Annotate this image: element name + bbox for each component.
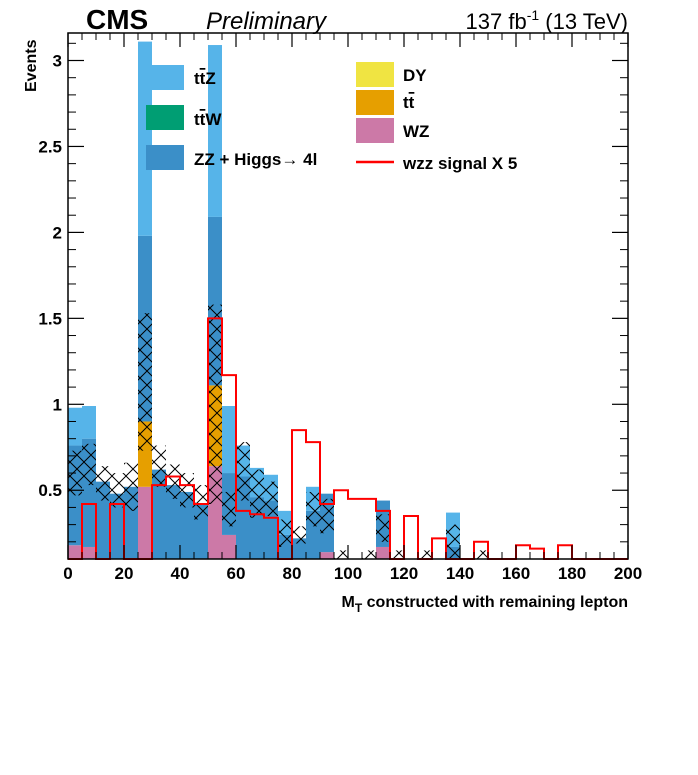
lumi-base: 137 fb bbox=[466, 9, 527, 34]
bar-wz-bin-18 bbox=[320, 552, 334, 559]
bar-ttz-bin-0 bbox=[68, 407, 82, 446]
legend-label-signal: wzz signal X 5 bbox=[402, 154, 517, 173]
legend-swatch-ttz bbox=[146, 65, 184, 90]
uncertainty-band-bin-10 bbox=[208, 304, 222, 504]
legend-label-ttz-t1: t bbox=[194, 69, 200, 88]
legend-swatch-tt bbox=[356, 90, 394, 115]
uncertainty-band-bin-8 bbox=[180, 473, 194, 508]
uncertainty-band-bin-19 bbox=[334, 550, 348, 559]
legend-label-ttw-t2: t bbox=[200, 110, 206, 129]
legend-label-ttz-t2: t bbox=[200, 69, 206, 88]
y-tick-label-2: 2 bbox=[53, 223, 62, 242]
uncertainty-band-bin-1 bbox=[82, 443, 96, 486]
bar-wz-bin-11 bbox=[222, 534, 236, 559]
uncertainty-band-bin-25 bbox=[418, 550, 432, 559]
y-tick-label-1.5: 1.5 bbox=[38, 309, 62, 328]
bar-ttz-bin-1 bbox=[82, 406, 96, 439]
legend-swatch-wz bbox=[356, 118, 394, 143]
bar-ttz-bin-10 bbox=[208, 45, 222, 217]
status-label: Preliminary bbox=[206, 8, 328, 35]
x-tick-label-60: 60 bbox=[227, 564, 246, 583]
lumi-label: 137 fb-1 (13 TeV) bbox=[466, 7, 628, 34]
lumi-tail: (13 TeV) bbox=[539, 9, 628, 34]
bar-ttz-bin-5 bbox=[138, 41, 152, 236]
uncertainty-band-bin-27 bbox=[446, 524, 460, 559]
legend-label-tt-t2: t bbox=[409, 93, 415, 112]
bar-zz-higgs-bin-16 bbox=[292, 538, 306, 559]
uncertainty-band-bin-4 bbox=[124, 462, 138, 511]
bar-wz-bin-0 bbox=[68, 545, 82, 559]
uncertainty-band-bin-9 bbox=[194, 485, 208, 520]
uncertainty-band-bin-15 bbox=[278, 519, 292, 547]
x-axis-title: MT constructed with remaining lepton bbox=[342, 594, 628, 615]
legend-label-ttw-rest: W bbox=[205, 110, 222, 129]
uncertainty-band-bin-14 bbox=[264, 481, 278, 517]
x-tick-label-140: 140 bbox=[446, 564, 474, 583]
legend-label-ttw-t1: t bbox=[194, 110, 200, 129]
y-tick-label-1: 1 bbox=[53, 395, 62, 414]
y-tick-label-2.5: 2.5 bbox=[38, 137, 62, 156]
legend-label-tt-t1: t bbox=[403, 93, 409, 112]
tick-layer bbox=[67, 33, 629, 560]
legend-label-dy: DY bbox=[403, 66, 427, 85]
x-axis-title-rest: constructed with remaining lepton bbox=[362, 594, 628, 611]
legend: ttZ ttW ZZ + Higgs→ 4l DY tt WZ wzz sign… bbox=[146, 62, 517, 173]
arrow-icon: → bbox=[281, 150, 303, 169]
bar-ttz-bin-11 bbox=[222, 406, 236, 474]
uncertainty-band-bin-16 bbox=[292, 526, 306, 544]
x-tick-label-120: 120 bbox=[390, 564, 418, 583]
uncertainty-band-bin-13 bbox=[250, 469, 264, 518]
legend-label-zz-higgs-suffix: 4l bbox=[303, 150, 317, 169]
legend-swatch-dy bbox=[356, 62, 394, 87]
bar-wz-bin-1 bbox=[82, 546, 96, 559]
uncertainty-band-bin-29 bbox=[474, 550, 488, 559]
bar-zz-higgs-bin-3 bbox=[110, 493, 124, 559]
legend-label-wz: WZ bbox=[403, 122, 429, 141]
x-tick-label-20: 20 bbox=[115, 564, 134, 583]
legend-label-tt: tt bbox=[403, 93, 415, 112]
uncertainty-band-bin-11 bbox=[222, 491, 236, 527]
legend-swatch-ttw bbox=[146, 105, 184, 130]
bar-zz-higgs-bin-7 bbox=[166, 485, 180, 559]
uncertainty-band-bin-12 bbox=[236, 442, 250, 501]
y-axis-title: Events bbox=[23, 39, 40, 92]
y-tick-label-3: 3 bbox=[53, 52, 62, 71]
uncertainty-band-bin-17 bbox=[306, 491, 320, 527]
uncertainty-layer bbox=[68, 304, 488, 559]
experiment-label: CMS bbox=[86, 4, 148, 35]
uncertainty-band-bin-22 bbox=[376, 514, 390, 542]
bar-zz-higgs-bin-6 bbox=[152, 469, 166, 559]
legend-label-ttz-rest: Z bbox=[205, 69, 215, 88]
x-tick-label-180: 180 bbox=[558, 564, 586, 583]
x-axis-title-sub: T bbox=[355, 601, 363, 615]
uncertainty-band-bin-21 bbox=[362, 550, 376, 559]
uncertainty-band-bin-2 bbox=[96, 466, 110, 501]
legend-label-ttw: ttW bbox=[194, 110, 222, 129]
legend-label-zz-higgs-main: ZZ + Higgs bbox=[194, 150, 281, 169]
legend-label-ttz: ttZ bbox=[194, 69, 216, 88]
y-tick-label-0.5: 0.5 bbox=[38, 481, 62, 500]
x-tick-label-80: 80 bbox=[283, 564, 302, 583]
bar-wz-bin-22 bbox=[376, 546, 390, 559]
x-tick-label-160: 160 bbox=[502, 564, 530, 583]
bar-wz-bin-5 bbox=[138, 486, 152, 559]
legend-swatch-zz-higgs bbox=[146, 145, 184, 170]
legend-label-zz-higgs: ZZ + Higgs→ 4l bbox=[194, 150, 317, 169]
uncertainty-band-bin-18 bbox=[320, 498, 334, 534]
x-tick-label-100: 100 bbox=[334, 564, 362, 583]
lumi-sup: -1 bbox=[527, 7, 540, 23]
x-tick-label-200: 200 bbox=[614, 564, 642, 583]
uncertainty-band-bin-23 bbox=[390, 550, 404, 559]
bar-zz-higgs-bin-2 bbox=[96, 481, 110, 559]
x-axis-title-main: M bbox=[342, 594, 355, 611]
x-tick-label-0: 0 bbox=[63, 564, 72, 583]
uncertainty-band-bin-6 bbox=[152, 445, 166, 487]
tick-label-layer: 0 20 40 60 80 100 120 140 160 180 200 0.5 1 1.5 2 2.5 3 bbox=[38, 52, 642, 583]
uncertainty-band-bin-3 bbox=[110, 473, 124, 508]
x-tick-label-40: 40 bbox=[171, 564, 190, 583]
uncertainty-band-bin-7 bbox=[166, 464, 180, 499]
uncertainty-band-bin-5 bbox=[138, 313, 152, 451]
bar-zz-higgs-bin-8 bbox=[180, 491, 194, 559]
